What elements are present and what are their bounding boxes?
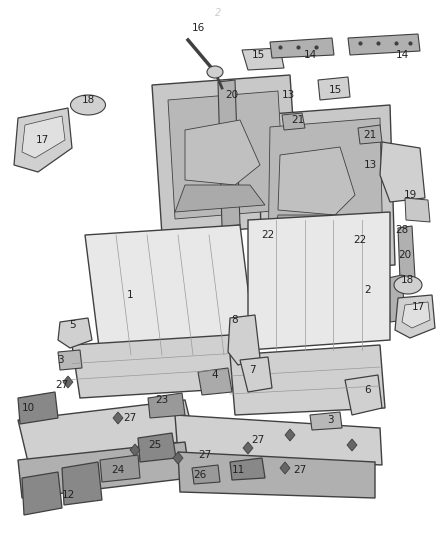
Polygon shape xyxy=(278,147,355,215)
Text: 5: 5 xyxy=(69,320,75,330)
Polygon shape xyxy=(405,198,430,222)
Polygon shape xyxy=(358,125,382,144)
Polygon shape xyxy=(130,444,140,456)
Polygon shape xyxy=(173,452,183,464)
Text: 14: 14 xyxy=(396,50,409,60)
Text: 8: 8 xyxy=(232,315,238,325)
Polygon shape xyxy=(175,415,382,465)
Text: 3: 3 xyxy=(57,355,64,365)
Polygon shape xyxy=(22,472,62,515)
Polygon shape xyxy=(22,116,65,158)
Text: 14: 14 xyxy=(304,50,317,60)
Text: 10: 10 xyxy=(21,403,35,413)
Polygon shape xyxy=(318,77,350,100)
Ellipse shape xyxy=(207,66,223,78)
Polygon shape xyxy=(58,318,92,348)
Text: 3: 3 xyxy=(327,415,333,425)
Polygon shape xyxy=(218,80,240,227)
Text: 21: 21 xyxy=(291,115,304,125)
Text: 27: 27 xyxy=(251,435,265,445)
Polygon shape xyxy=(268,118,383,261)
Polygon shape xyxy=(348,34,420,55)
Polygon shape xyxy=(63,376,73,388)
Polygon shape xyxy=(185,120,260,185)
Text: 28: 28 xyxy=(396,225,409,235)
Polygon shape xyxy=(398,226,415,280)
Text: 21: 21 xyxy=(364,130,377,140)
Polygon shape xyxy=(62,462,102,505)
Polygon shape xyxy=(347,439,357,451)
Text: 2: 2 xyxy=(215,8,221,18)
Polygon shape xyxy=(18,400,195,462)
Polygon shape xyxy=(18,392,58,424)
Text: 15: 15 xyxy=(328,85,342,95)
Text: 7: 7 xyxy=(249,365,255,375)
Text: 18: 18 xyxy=(400,275,413,285)
Text: 27: 27 xyxy=(124,413,137,423)
Polygon shape xyxy=(152,75,300,235)
Text: 25: 25 xyxy=(148,440,162,450)
Text: 24: 24 xyxy=(111,465,125,475)
Text: 20: 20 xyxy=(226,90,239,100)
Polygon shape xyxy=(113,412,123,424)
Text: 11: 11 xyxy=(231,465,245,475)
Polygon shape xyxy=(345,375,382,415)
Polygon shape xyxy=(58,350,82,370)
Polygon shape xyxy=(258,105,395,272)
Polygon shape xyxy=(230,458,265,480)
Polygon shape xyxy=(395,295,435,338)
Text: 27: 27 xyxy=(55,380,69,390)
Polygon shape xyxy=(285,429,295,441)
Polygon shape xyxy=(270,215,360,256)
Polygon shape xyxy=(100,455,140,482)
Polygon shape xyxy=(282,113,305,130)
Polygon shape xyxy=(402,302,430,328)
Polygon shape xyxy=(248,212,390,350)
Polygon shape xyxy=(18,442,190,498)
Text: 23: 23 xyxy=(155,395,169,405)
Text: 19: 19 xyxy=(403,190,417,200)
Polygon shape xyxy=(230,345,385,415)
Polygon shape xyxy=(178,452,375,498)
Polygon shape xyxy=(310,412,342,430)
Polygon shape xyxy=(148,393,185,418)
Text: 13: 13 xyxy=(364,160,377,170)
Polygon shape xyxy=(228,315,260,365)
Polygon shape xyxy=(175,185,265,212)
Polygon shape xyxy=(192,465,220,484)
Polygon shape xyxy=(138,433,176,462)
Text: 16: 16 xyxy=(191,23,205,33)
Polygon shape xyxy=(388,275,405,322)
Text: 12: 12 xyxy=(61,490,74,500)
Text: 17: 17 xyxy=(35,135,49,145)
Polygon shape xyxy=(72,335,242,398)
Text: 22: 22 xyxy=(261,230,275,240)
Polygon shape xyxy=(198,368,232,395)
Text: 2: 2 xyxy=(365,285,371,295)
Ellipse shape xyxy=(71,95,106,115)
Text: 13: 13 xyxy=(281,90,295,100)
Text: 6: 6 xyxy=(365,385,371,395)
Text: 17: 17 xyxy=(411,302,424,312)
Text: 18: 18 xyxy=(81,95,95,105)
Text: 27: 27 xyxy=(198,450,212,460)
Polygon shape xyxy=(242,48,284,70)
Polygon shape xyxy=(270,38,334,58)
Text: 20: 20 xyxy=(399,250,412,260)
Polygon shape xyxy=(168,91,285,219)
Polygon shape xyxy=(85,225,255,355)
Text: 22: 22 xyxy=(353,235,367,245)
Polygon shape xyxy=(14,108,72,172)
Text: 27: 27 xyxy=(293,465,307,475)
Ellipse shape xyxy=(394,276,422,294)
Text: 15: 15 xyxy=(251,50,265,60)
Polygon shape xyxy=(243,442,253,454)
Text: 26: 26 xyxy=(193,470,207,480)
Text: 1: 1 xyxy=(127,290,133,300)
Polygon shape xyxy=(380,142,425,202)
Polygon shape xyxy=(240,357,272,392)
Polygon shape xyxy=(280,462,290,474)
Text: 4: 4 xyxy=(212,370,218,380)
